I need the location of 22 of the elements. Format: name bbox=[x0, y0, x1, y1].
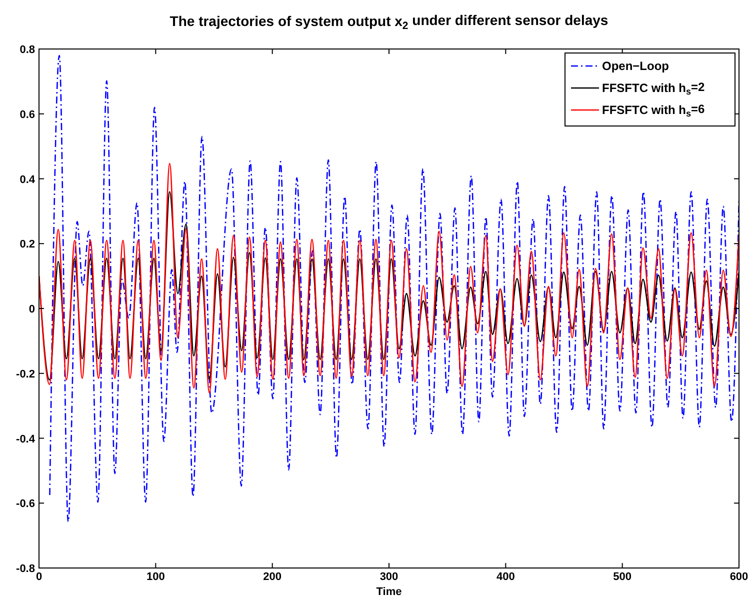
y-tick-label: 0.6 bbox=[20, 108, 35, 121]
y-tick-label: 0.2 bbox=[20, 238, 35, 251]
line-series bbox=[39, 162, 739, 394]
x-tick-label: 400 bbox=[496, 571, 515, 583]
y-tick-label: -0.8 bbox=[16, 563, 35, 575]
x-tick-label: 500 bbox=[613, 571, 632, 583]
x-tick-label: 600 bbox=[730, 571, 748, 583]
y-tick-label: 0 bbox=[28, 304, 35, 316]
line-series bbox=[49, 54, 739, 522]
y-tick-label: 0.8 bbox=[20, 44, 35, 56]
y-tick-label: -0.2 bbox=[16, 368, 35, 380]
y-tick-label: -0.4 bbox=[16, 433, 36, 446]
chart-title: The trajectories of system output x$_{2}$ under different sensor delays bbox=[170, 12, 608, 32]
legend-label: FFSFTC with h$_{s}$=6 bbox=[602, 102, 706, 119]
legend-label: Open−Loop bbox=[602, 59, 669, 73]
legend-label: FFSFTC with h$_{s}$=2 bbox=[602, 80, 706, 97]
y-tick-label: -0.6 bbox=[16, 498, 35, 510]
x-axis-title: Time bbox=[376, 586, 402, 598]
x-tick-label: 100 bbox=[146, 571, 165, 583]
x-tick-label: 300 bbox=[380, 571, 398, 583]
x-tick-label: 200 bbox=[263, 571, 282, 583]
y-tick-label: 0.4 bbox=[20, 174, 36, 186]
